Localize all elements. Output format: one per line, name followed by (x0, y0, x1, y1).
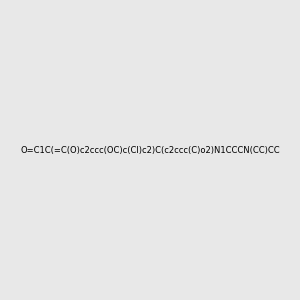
Text: O=C1C(=C(O)c2ccc(OC)c(Cl)c2)C(c2ccc(C)o2)N1CCCN(CC)CC: O=C1C(=C(O)c2ccc(OC)c(Cl)c2)C(c2ccc(C)o2… (20, 146, 280, 154)
